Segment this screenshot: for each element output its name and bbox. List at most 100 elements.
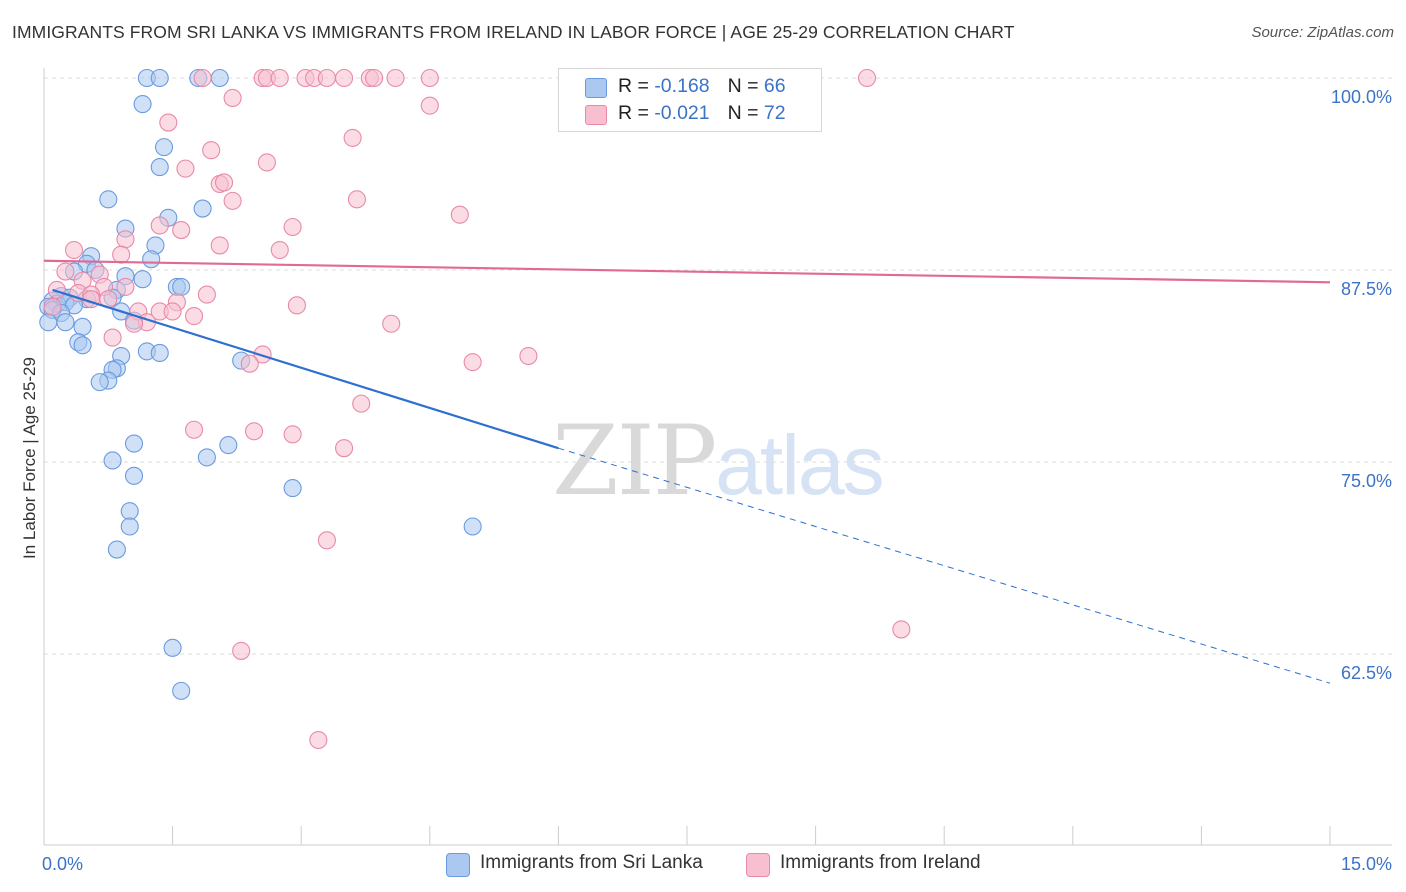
bottom-legend-label-ireland: Immigrants from Ireland (780, 852, 981, 873)
source-label: Source: ZipAtlas.com (1251, 24, 1394, 41)
point-ireland (420, 68, 439, 88)
point-sri-lanka (56, 313, 75, 332)
point-ireland (112, 245, 131, 264)
point-ireland (253, 345, 272, 364)
watermark: ZIPatlas (552, 405, 885, 517)
trend-line-sri-lanka (52, 288, 559, 450)
point-sri-lanka (193, 199, 212, 218)
point-sri-lanka (142, 250, 161, 269)
bottom-legend-swatch-sri-lanka (446, 853, 470, 877)
point-sri-lanka (99, 190, 118, 209)
point-ireland (270, 68, 289, 88)
point-ireland (270, 240, 289, 260)
point-ireland (184, 307, 204, 326)
legend-r-value: -0.168 (654, 75, 710, 97)
legend-swatch-sri-lanka (585, 78, 607, 98)
point-sri-lanka (133, 270, 152, 289)
point-sri-lanka (210, 68, 229, 88)
chart-title: IMMIGRANTS FROM SRI LANKA VS IMMIGRANTS … (12, 22, 1015, 42)
tick-labels: 100.0% 87.5% 75.0% 62.5% 0.0% 15.0% (42, 87, 1392, 874)
point-sri-lanka (120, 517, 139, 536)
x-tick-label: 0.0% (42, 854, 83, 874)
point-ireland (56, 262, 75, 281)
point-ireland (103, 328, 122, 347)
point-ireland (223, 88, 242, 108)
point-ireland (257, 153, 276, 172)
point-sri-lanka (133, 95, 152, 114)
watermark-zip: ZIP (552, 405, 717, 517)
legend-r-label: R = (618, 102, 655, 124)
point-ireland (283, 217, 302, 237)
point-sri-lanka (197, 448, 216, 467)
point-sri-lanka (73, 317, 92, 336)
point-ireland (193, 68, 212, 88)
point-ireland (343, 128, 362, 147)
point-ireland (317, 68, 336, 88)
legend-r-label: R = (618, 75, 655, 97)
point-sri-lanka (107, 540, 126, 559)
point-ireland (163, 302, 182, 321)
legend-n-value: 66 (763, 75, 786, 97)
point-ireland (240, 354, 259, 373)
y-tick-label: 100.0% (1331, 87, 1392, 107)
point-sri-lanka (150, 68, 169, 88)
point-ireland (317, 531, 336, 550)
point-sri-lanka (124, 466, 144, 485)
point-ireland (116, 277, 135, 296)
point-ireland (386, 68, 405, 88)
point-ireland (335, 68, 354, 88)
point-ireland (309, 730, 328, 750)
point-ireland (244, 422, 264, 441)
point-sri-lanka (172, 277, 191, 296)
y-tick-label: 62.5% (1341, 663, 1392, 683)
point-sri-lanka (463, 517, 482, 536)
y-tick-label: 87.5% (1341, 279, 1392, 299)
point-ireland (450, 205, 469, 224)
point-ireland (184, 420, 204, 439)
point-ireland (287, 296, 306, 315)
point-ireland (232, 641, 251, 660)
point-sri-lanka (283, 479, 302, 498)
bottom-legend-swatch-ireland (746, 853, 770, 877)
point-ireland (47, 280, 66, 300)
bottom-legend-label-sri-lanka: Immigrants from Sri Lanka (480, 852, 703, 873)
point-ireland (197, 285, 216, 304)
point-sri-lanka (150, 158, 169, 177)
point-ireland (347, 190, 366, 209)
point-ireland (176, 159, 195, 178)
point-ireland (892, 620, 911, 639)
point-sri-lanka (163, 638, 182, 657)
legend-n-label: N = (727, 102, 764, 124)
point-sri-lanka (39, 313, 58, 332)
point-ireland (43, 297, 62, 316)
point-ireland (519, 346, 538, 366)
point-ireland (150, 216, 169, 235)
point-ireland (857, 68, 877, 88)
point-ireland (283, 425, 302, 444)
point-ireland (172, 221, 191, 240)
point-ireland (159, 113, 178, 132)
legend-text-ireland: R = -0.021 N = 72 (618, 102, 786, 125)
data-points (39, 68, 911, 750)
trend-line-ireland (43, 259, 1331, 284)
point-ireland (64, 240, 84, 260)
axes (43, 68, 1392, 846)
legend-text-sri-lanka: R = -0.168 N = 66 (618, 75, 786, 98)
point-sri-lanka (120, 502, 139, 521)
point-ireland (382, 314, 401, 333)
point-sri-lanka (219, 436, 238, 455)
point-sri-lanka (90, 373, 109, 392)
point-ireland (365, 68, 384, 88)
point-ireland (223, 191, 242, 210)
y-tick-label: 75.0% (1341, 471, 1392, 491)
point-ireland (210, 236, 229, 255)
legend-swatch-ireland (585, 105, 607, 125)
point-ireland (420, 96, 439, 115)
x-tick-label: 15.0% (1341, 854, 1392, 874)
point-sri-lanka (73, 336, 92, 355)
point-sri-lanka (150, 343, 169, 362)
trend-lines (43, 259, 1331, 684)
point-sri-lanka (124, 434, 144, 453)
point-ireland (352, 394, 371, 413)
